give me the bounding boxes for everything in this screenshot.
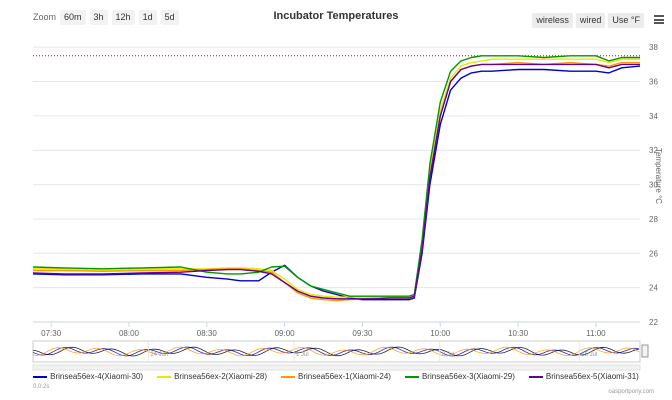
y-tick-label: 22 [649,318,658,327]
x-tick-labels: 07:30 08:00 08:30 09:00 09:30 10:00 10:30 11:00 [41,322,606,338]
legend-item[interactable]: Brinsea56ex-5(Xiaomi-31) [528,372,639,381]
legend-item[interactable]: Brinsea56ex-2(Xiaomi-28) [157,372,267,381]
y-tick-label: 26 [649,249,658,258]
series-line [32,63,640,300]
x-tick-label: 10:30 [508,329,529,338]
x-tick-label: 07:30 [41,329,62,338]
navigator-series [32,346,640,357]
series-line [33,58,640,298]
wireless-button[interactable]: wireless [532,13,573,28]
legend-item[interactable]: Brinsea56ex-3(Xiaomi-29) [404,372,515,381]
credit-link[interactable]: oasportpony.com [608,389,654,395]
zoom-12h-button[interactable]: 12h [111,9,135,25]
y-tick-label: 32 [649,146,658,155]
legend: Brinsea56ex-4(Xiaomi-30) Brinsea56ex-2(X… [0,372,672,381]
series-lines [32,55,641,302]
zoom-3h-button[interactable]: 3h [89,9,108,25]
y-tick-label: 36 [649,78,658,87]
legend-swatch [281,375,296,378]
x-tick-label: 08:00 [119,329,140,338]
navigator-label: 1 Jul [296,352,309,358]
x-tick-label: 11:00 [586,329,606,338]
zoom-label: Zoom [33,12,57,22]
legend-label: Brinsea56ex-2(Xiaomi-28) [174,372,268,381]
legend-label: Brinsea56ex-3(Xiaomi-29) [421,372,515,381]
navigator: 24 Jun 1 Jul 8 Jul 15 Jul [32,340,649,371]
legend-swatch [528,375,543,378]
legend-item[interactable]: Brinsea56ex-1(Xiaomi-24) [281,372,391,381]
x-tick-label: 08:30 [197,329,218,338]
y-tick-label: 30 [649,181,658,190]
legend-label: Brinsea56ex-1(Xiaomi-24) [298,372,391,381]
y-axis-label: Temperature °C [654,148,663,204]
zoom-1d-button[interactable]: 1d [138,9,157,25]
legend-label: Brinsea56ex-4(Xiaomi-30) [50,372,144,381]
zoom-5d-button[interactable]: 5d [160,9,179,25]
legend-item[interactable]: Brinsea56ex-4(Xiaomi-30) [33,372,143,381]
y-tick-label: 24 [649,284,658,293]
zoom-60m-button[interactable]: 60m [60,9,86,25]
x-tick-label: 09:00 [275,329,296,338]
x-tick-label: 10:00 [430,329,451,338]
y-tick-label: 28 [649,215,658,224]
navigator-label: 8 Jul [442,352,455,358]
hamburger-menu-icon[interactable] [654,15,664,24]
navigator-label: 15 Jul [581,352,597,358]
zoom-bar: Zoom 60m 3h 12h 1d 5d [33,9,183,25]
navigator-label: 24 Jun [150,352,168,358]
series-line [32,55,640,297]
legend-swatch [157,375,172,378]
filter-buttons: wireless wired Use °F [529,13,644,28]
wired-button[interactable]: wired [575,13,606,28]
series-line [33,61,640,302]
navigator-scrollbar[interactable] [32,364,641,371]
chart-title: Incubator Temperatures [273,10,399,22]
navigator-series [32,346,640,357]
legend-swatch [404,375,419,378]
legend-label: Brinsea56ex-5(Xiaomi-31) [545,372,639,381]
navigator-handle[interactable] [641,344,649,358]
legend-swatch [33,375,48,378]
version-text: 0.0.2s [33,384,50,390]
use-fahrenheit-button[interactable]: Use °F [608,13,644,28]
x-tick-label: 09:30 [352,329,373,338]
series-line [32,65,641,301]
y-tick-labels: 22 24 26 28 30 32 34 36 38 [649,43,658,327]
y-tick-label: 38 [649,43,658,52]
y-tick-label: 34 [649,112,658,121]
grid-lines [33,46,640,323]
